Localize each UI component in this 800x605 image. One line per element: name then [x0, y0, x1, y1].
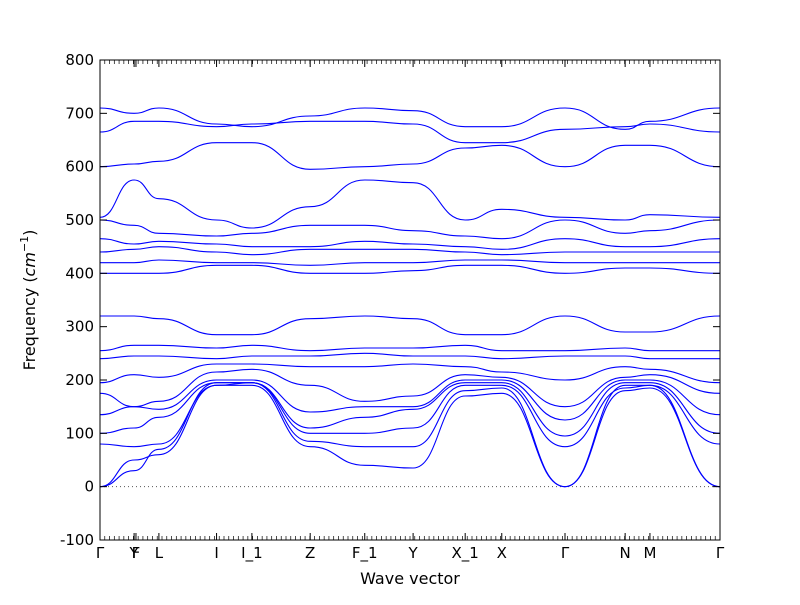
band-line-7: [99, 363, 721, 384]
band-line-9: [99, 344, 720, 352]
x-tick-label: X_1: [452, 544, 479, 563]
y-axis-unit-exponent: −1: [18, 236, 31, 252]
y-tick-label: 0: [84, 478, 94, 496]
band-line-6: [99, 368, 721, 408]
x-tick-label: L: [155, 544, 164, 562]
plot-frame: [99, 59, 721, 541]
x-tick-label: Y: [408, 544, 419, 562]
band-lines: [99, 107, 721, 488]
x-axis-label: Wave vector: [360, 569, 460, 588]
y-tick-label: 100: [65, 424, 94, 442]
band-line-19: [99, 107, 721, 130]
y-axis-ticks: -100 0 100 200 300 400 500 600 700 800: [60, 51, 720, 549]
x-tick-label: I: [214, 544, 218, 562]
band-line-2: [99, 382, 721, 488]
x-tick-label: Y: [129, 544, 140, 562]
x-tick-label: Z: [305, 544, 315, 562]
band-line-15: [99, 219, 721, 240]
x-tick-label: F: [132, 544, 141, 562]
x-tick-label: N: [620, 544, 631, 562]
band-line-1: [99, 384, 721, 488]
band-line-12: [99, 259, 720, 266]
x-tick-label: M: [643, 544, 656, 562]
band-line-14: [99, 238, 721, 250]
y-tick-label: 500: [65, 211, 94, 229]
x-axis-ticks: Γ YF L I I_1 Z F_1 Y X_1 X Γ N M Γ: [96, 60, 725, 563]
y-tick-label: 200: [65, 371, 94, 389]
y-tick-label: 600: [65, 158, 94, 176]
band-line-8: [99, 352, 720, 360]
y-tick-label: 700: [65, 104, 94, 122]
x-tick-label: F_1: [352, 544, 378, 563]
band-line-17: [99, 142, 721, 170]
band-line-3: [99, 382, 721, 448]
y-tick-label: -100: [60, 531, 94, 549]
band-line-10: [99, 315, 721, 336]
y-axis-unit: cm: [20, 252, 39, 276]
band-line-16: [99, 179, 721, 229]
y-tick-label: 300: [65, 318, 94, 336]
y-tick-label: 800: [65, 51, 94, 69]
band-line-5: [99, 379, 721, 421]
y-axis-label-text: Frequency: [20, 288, 39, 371]
y-tick-label: 400: [65, 264, 94, 282]
x-tick-label: X: [497, 544, 507, 562]
y-axis-label: Frequency (cm−1): [18, 230, 39, 371]
x-tick-label: I_1: [241, 544, 262, 563]
band-line-18: [99, 120, 721, 144]
x-tick-label: Γ: [561, 544, 570, 562]
band-line-4: [99, 382, 721, 437]
band-line-13: [99, 246, 720, 256]
band-line-11: [100, 264, 721, 274]
x-tick-label: Γ: [96, 544, 105, 562]
x-tick-label: Γ: [716, 544, 725, 562]
